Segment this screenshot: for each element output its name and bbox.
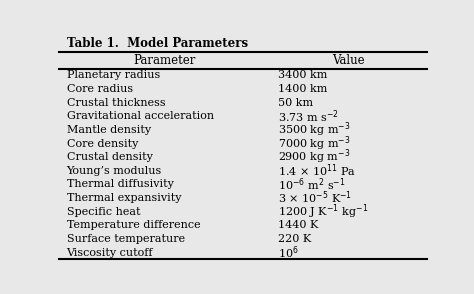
Text: Core density: Core density bbox=[66, 138, 138, 148]
Text: Temperature difference: Temperature difference bbox=[66, 220, 200, 230]
Text: 10$^{6}$: 10$^{6}$ bbox=[278, 244, 299, 261]
Text: Thermal diffusivity: Thermal diffusivity bbox=[66, 179, 173, 189]
Text: 220 K: 220 K bbox=[278, 234, 311, 244]
Text: Planetary radius: Planetary radius bbox=[66, 70, 160, 80]
Text: 3 × 10$^{-5}$ K$^{-1}$: 3 × 10$^{-5}$ K$^{-1}$ bbox=[278, 190, 352, 206]
Text: 2900 kg m$^{-3}$: 2900 kg m$^{-3}$ bbox=[278, 148, 350, 166]
Text: 3500 kg m$^{-3}$: 3500 kg m$^{-3}$ bbox=[278, 121, 350, 139]
Text: 1.4 × 10$^{11}$ Pa: 1.4 × 10$^{11}$ Pa bbox=[278, 163, 356, 179]
Text: Viscosity cutoff: Viscosity cutoff bbox=[66, 248, 153, 258]
Text: Specific heat: Specific heat bbox=[66, 207, 140, 217]
Text: 10$^{-6}$ m$^{2}$ s$^{-1}$: 10$^{-6}$ m$^{2}$ s$^{-1}$ bbox=[278, 176, 346, 193]
Text: Table 1.  Model Parameters: Table 1. Model Parameters bbox=[66, 37, 248, 50]
Text: Core radius: Core radius bbox=[66, 84, 133, 94]
Text: 1440 K: 1440 K bbox=[278, 220, 318, 230]
Text: Young’s modulus: Young’s modulus bbox=[66, 166, 162, 176]
Text: Surface temperature: Surface temperature bbox=[66, 234, 185, 244]
Text: 1400 km: 1400 km bbox=[278, 84, 327, 94]
Text: 50 km: 50 km bbox=[278, 98, 313, 108]
Text: Parameter: Parameter bbox=[134, 54, 196, 67]
Text: Crustal density: Crustal density bbox=[66, 152, 153, 162]
Text: 1200 J K$^{-1}$ kg$^{-1}$: 1200 J K$^{-1}$ kg$^{-1}$ bbox=[278, 202, 368, 221]
Text: 3.73 m s$^{-2}$: 3.73 m s$^{-2}$ bbox=[278, 108, 339, 125]
Text: Thermal expansivity: Thermal expansivity bbox=[66, 193, 181, 203]
Text: Mantle density: Mantle density bbox=[66, 125, 151, 135]
Text: Value: Value bbox=[332, 54, 365, 67]
Text: Crustal thickness: Crustal thickness bbox=[66, 98, 165, 108]
Text: Gravitational acceleration: Gravitational acceleration bbox=[66, 111, 214, 121]
Text: 3400 km: 3400 km bbox=[278, 70, 327, 80]
Text: 7000 kg m$^{-3}$: 7000 kg m$^{-3}$ bbox=[278, 134, 350, 153]
